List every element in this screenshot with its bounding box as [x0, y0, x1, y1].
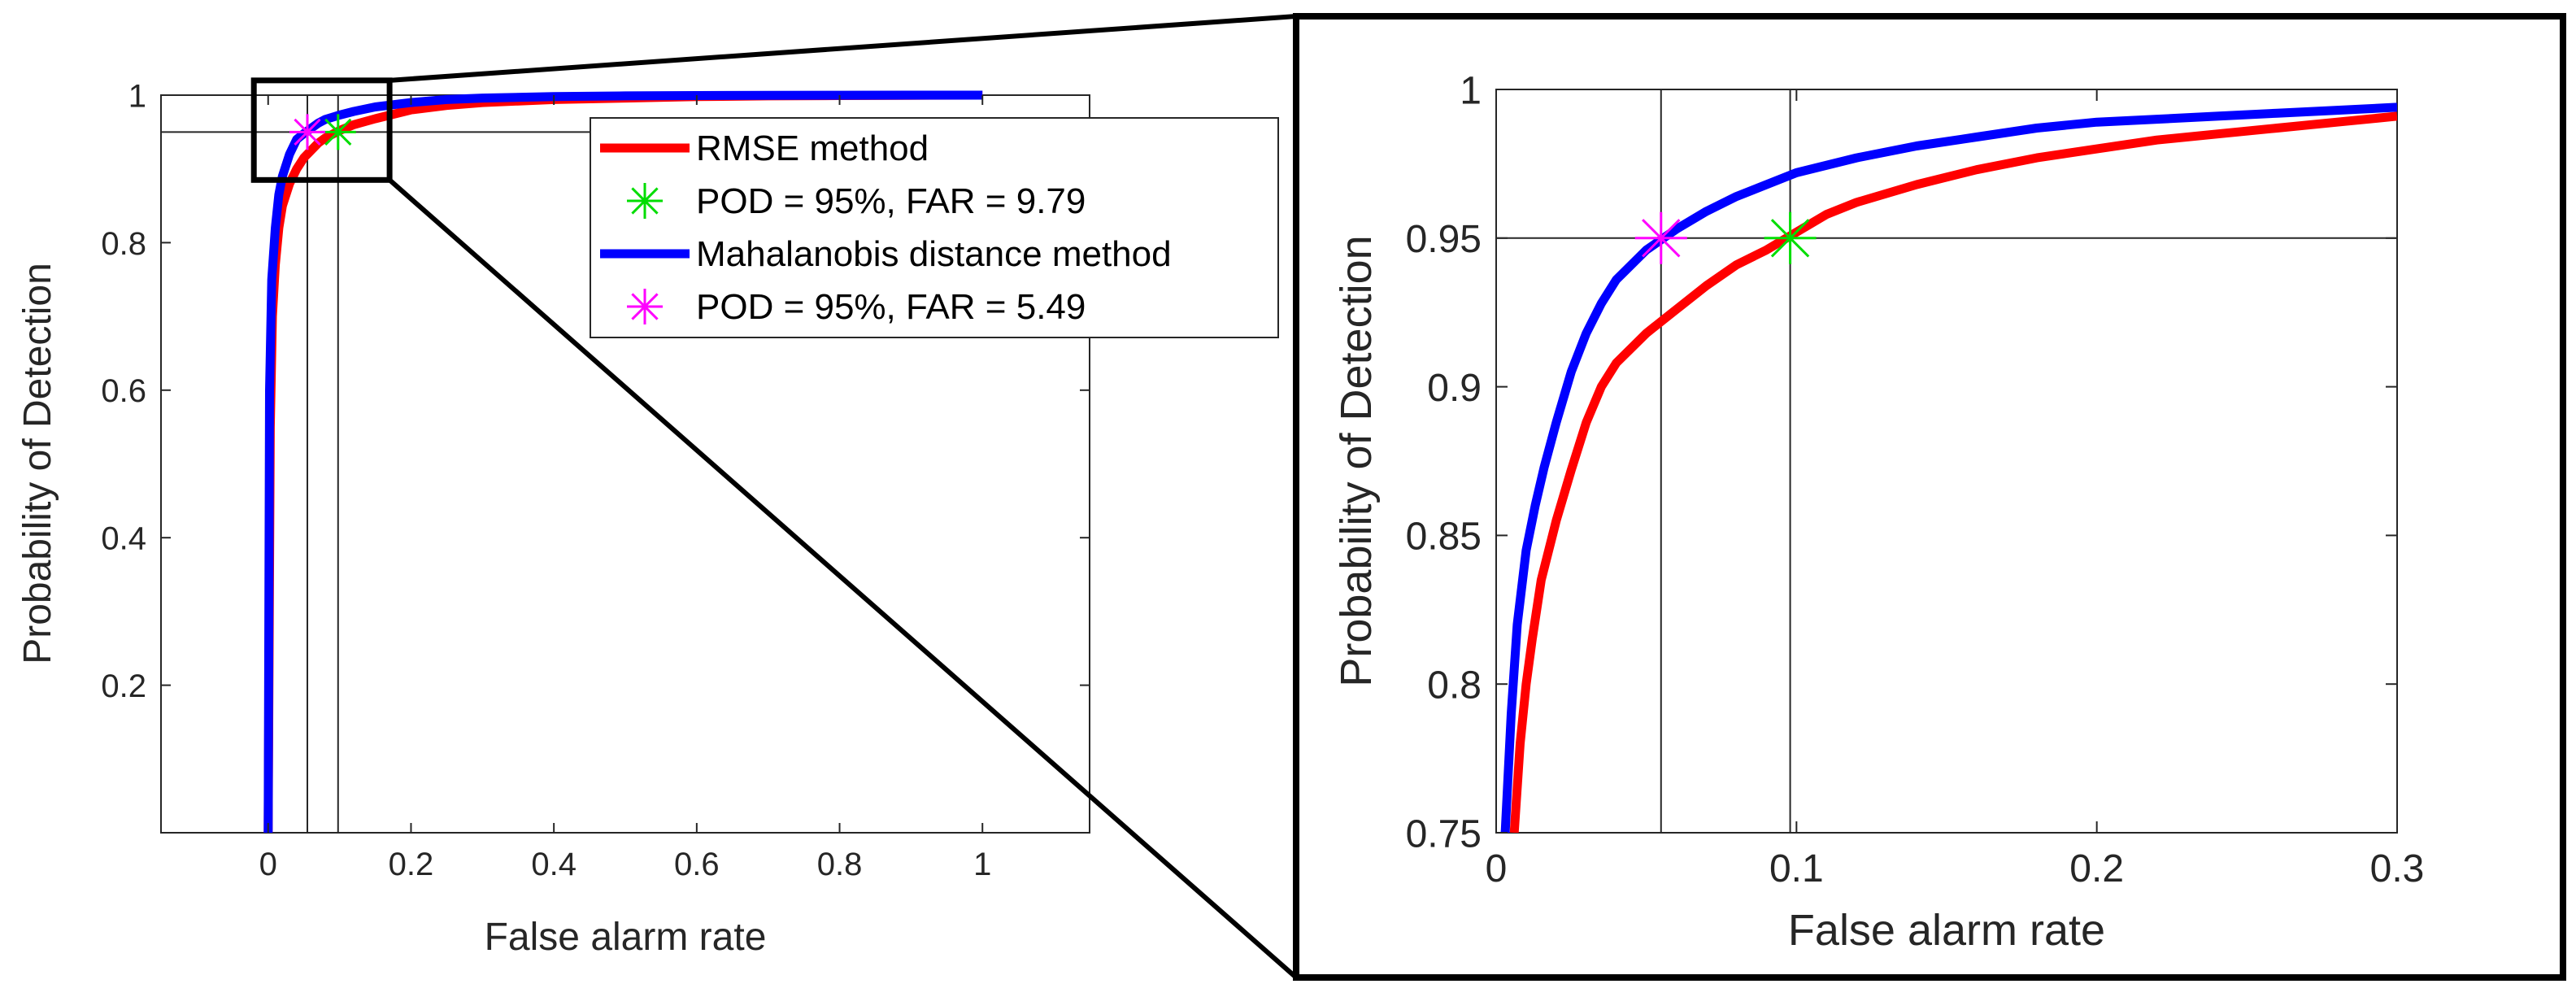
x-tick-label: 0.4: [531, 847, 577, 882]
star-stroke: [631, 293, 659, 320]
y-axis-label: Probability of Detection: [16, 263, 59, 664]
x-tick-label: 0.2: [2069, 847, 2124, 890]
x-tick-label: 0.8: [817, 847, 863, 882]
legend-swatch-star-green: [627, 183, 663, 219]
x-tick-label: 0: [259, 847, 277, 882]
marker-pod-rmse: [1764, 211, 1817, 264]
legend: RMSE method POD = 95%, FAR = 9.79 Mahala…: [590, 117, 1279, 338]
connector-line-top: [389, 14, 1297, 83]
zoomed-roc-plot: 0 0.1 0.2 0.3 0.75 0.8 0.85 0.9 0.95 1 False alar…: [1332, 69, 2424, 955]
axis-ticks: 0 0.2 0.4 0.6 0.8 1 0.2 0.4 0.6 0.8 1: [101, 78, 1090, 882]
y-axis-label: Probability of Detection: [1332, 235, 1381, 686]
markers: [1634, 211, 1817, 264]
series-line-mahalanobis: [1500, 102, 2397, 833]
x-tick-label: 0: [1486, 847, 1508, 890]
star-stroke: [1642, 219, 1681, 258]
x-tick-label: 0.2: [389, 847, 434, 882]
y-tick-label: 0.4: [101, 521, 146, 557]
legend-swatch-star-magenta: [627, 289, 663, 324]
legend-label-pod-rmse: POD = 95%, FAR = 9.79: [696, 181, 1086, 221]
zoom-connector-lines: [388, 14, 1298, 980]
series-lines: [1500, 102, 2397, 833]
y-tick-label: 0.85: [1406, 516, 1482, 559]
y-tick-label: 0.75: [1406, 812, 1482, 856]
legend-label-pod-mahalanobis: POD = 95%, FAR = 5.49: [696, 287, 1086, 327]
legend-label-mahalanobis: Mahalanobis distance method: [696, 234, 1172, 274]
y-tick-label: 0.2: [101, 668, 146, 704]
y-tick-label: 0.6: [101, 373, 146, 409]
x-axis-label: False alarm rate: [485, 916, 767, 959]
x-tick-label: 0.1: [1769, 847, 1824, 890]
y-tick-label: 0.95: [1406, 218, 1482, 261]
y-tick-label: 1: [1460, 69, 1482, 112]
legend-box: [590, 117, 1279, 338]
x-tick-label: 0.6: [674, 847, 720, 882]
y-tick-label: 1: [128, 78, 146, 114]
axis-ticks: 0 0.1 0.2 0.3 0.75 0.8 0.85 0.9 0.95 1: [1406, 69, 2425, 890]
y-tick-label: 0.8: [101, 226, 146, 262]
star-stroke: [294, 118, 321, 146]
marker-pod-mahalanobis: [289, 114, 325, 150]
star-stroke: [324, 118, 352, 146]
y-tick-label: 0.8: [1427, 664, 1482, 707]
legend-star-magenta: [627, 289, 663, 324]
connector-line-bottom: [388, 178, 1298, 980]
marker-pod-mahalanobis: [1634, 211, 1687, 264]
y-tick-label: 0.9: [1427, 367, 1482, 410]
x-tick-label: 1: [973, 847, 991, 882]
zoom-region-rect: [250, 77, 393, 183]
marker-pod-rmse: [320, 114, 356, 150]
x-tick-label: 0.3: [2370, 847, 2425, 890]
legend-star-green: [627, 183, 663, 219]
zoom-panel-frame: [1293, 13, 2566, 981]
plot-area: [1495, 89, 2398, 834]
zoom-region-box: [250, 77, 393, 183]
star-stroke: [1770, 219, 1810, 258]
x-axis-label: False alarm rate: [1788, 906, 2105, 955]
markers: [289, 114, 356, 150]
legend-label-rmse: RMSE method: [696, 128, 929, 168]
series-line-rmse: [1509, 111, 2397, 833]
star-stroke: [631, 187, 659, 215]
